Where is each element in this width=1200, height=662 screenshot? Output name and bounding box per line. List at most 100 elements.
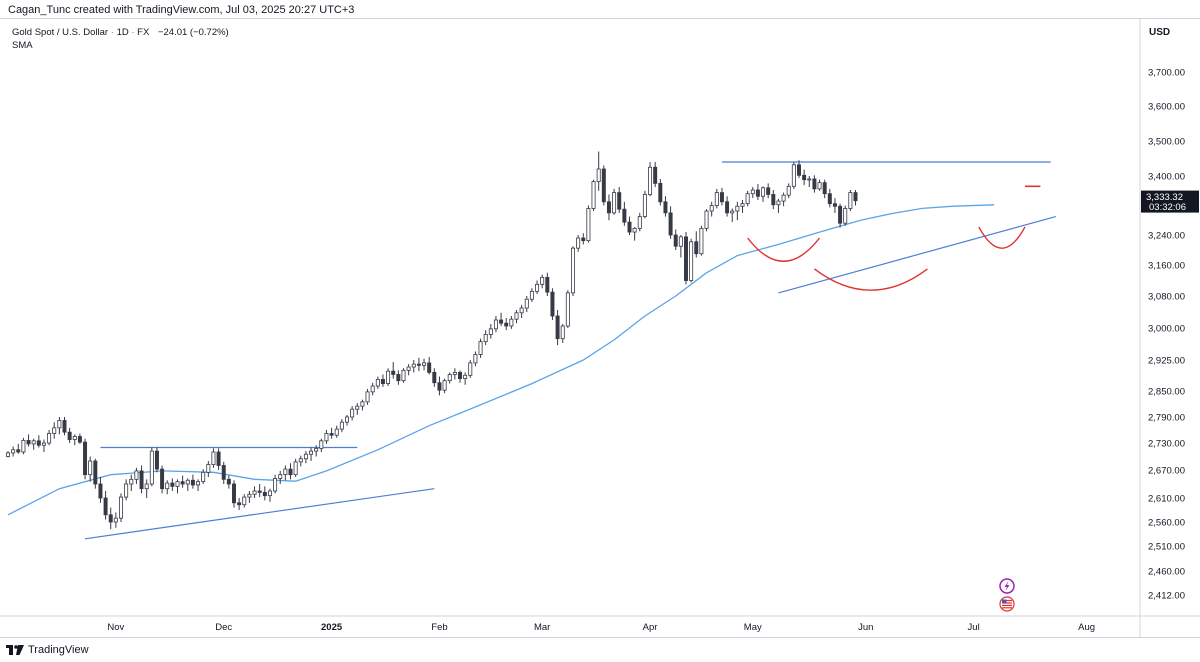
candle [16,443,21,454]
candle-body [411,363,416,368]
cup-arc [747,237,821,262]
price-chart[interactable]: 3,700.00 3,600.00 3,500.00 3,400.00 3,240.00… [0,18,1200,638]
tradingview-logo[interactable]: TradingView [6,644,89,656]
candle-body [52,427,57,434]
candle [478,338,483,358]
y-tick-label: 2,850.00 [1148,387,1185,398]
y-tick-label: 3,400.00 [1148,172,1185,183]
candle-body [545,276,550,293]
candle-body [797,164,801,176]
candle-body [689,241,694,281]
candle [375,376,380,389]
candle [750,187,755,199]
candle [807,176,812,188]
candle [617,187,622,213]
y-tick-label: 2,610.00 [1148,494,1185,505]
candle [57,417,62,435]
candle-body [119,496,123,519]
event-icons[interactable] [999,578,1015,612]
tradingview-logo-icon [6,645,24,655]
candle-body [576,237,581,249]
candle [668,206,673,239]
price-axis[interactable]: 3,700.00 3,600.00 3,500.00 3,400.00 3,240.00… [0,18,1200,638]
candle [314,445,319,457]
candle [483,330,488,346]
candle [853,190,858,206]
candle [252,486,257,498]
candle-body [653,166,658,184]
candle [411,360,416,373]
candle [447,372,452,384]
candle [108,507,113,530]
candle [571,246,575,296]
interval[interactable]: 1D [116,27,129,38]
candle-body [802,174,807,181]
candle [26,434,31,447]
candle-body [730,210,735,214]
candle-body [478,341,483,355]
candle [165,480,170,495]
x-tick-label: Nov [107,622,124,633]
candle-body [473,354,478,364]
y-tick-label: 2,925.00 [1148,356,1185,367]
exchange: FX [137,27,150,38]
time-axis[interactable]: Nov Dec 2025 Feb Mar Apr May Jun Jul Aug [0,615,1200,633]
creator-attribution: Cagan_Tunc created with TradingView.com,… [8,4,355,16]
candle [463,372,468,385]
candle-body [370,385,375,393]
candle [468,360,473,378]
candle [83,438,88,480]
candle [406,364,411,376]
candle-body [298,458,303,463]
candle [493,316,498,333]
candle [725,196,730,217]
candle-body [848,192,853,209]
candle [719,187,724,206]
symbol-name[interactable]: Gold Spot / U.S. Dollar [12,27,109,38]
indicator-row[interactable]: SMA [12,39,229,52]
candle-body [93,460,98,485]
candle-body [822,182,827,195]
x-tick-label: Aug [1078,622,1095,633]
candle [41,439,46,452]
y-tick-label: 3,160.00 [1148,261,1185,272]
cup-arc [978,226,1026,249]
candle-body [755,189,760,197]
candle-body [571,247,575,294]
symbol-row: Gold Spot / U.S. Dollar · 1D · FX −24.01… [12,27,229,38]
candle [242,494,247,508]
indicator-name[interactable]: SMA [12,40,33,51]
candle-body [36,440,41,446]
candle [458,370,462,383]
candle [576,235,581,252]
candle [149,447,154,487]
candle-body [406,366,411,371]
candle-body [483,333,488,343]
candle-body [257,490,262,493]
candle [360,399,365,411]
candle [673,229,678,250]
candle [31,438,36,450]
candle-body [41,442,46,446]
candle [776,198,781,213]
candle-body [427,362,432,373]
candle [745,190,750,207]
candle [422,358,427,371]
candle-body [776,200,781,206]
candle [437,376,442,396]
currency-label[interactable]: USD [1149,27,1171,38]
candle-body [817,182,822,190]
candle-body [6,452,10,457]
candle [663,196,668,217]
candle [47,430,52,446]
chart-frame[interactable]: 3,700.00 3,600.00 3,500.00 3,400.00 3,240.00… [0,18,1200,638]
us-flag-icon [999,596,1015,612]
x-tick-label: Mar [534,622,550,633]
candle [303,451,308,464]
candle [190,474,195,489]
candle-body [386,370,391,384]
candle [797,160,801,178]
candle [237,498,242,510]
candle-body [493,319,498,330]
candle [586,205,591,243]
